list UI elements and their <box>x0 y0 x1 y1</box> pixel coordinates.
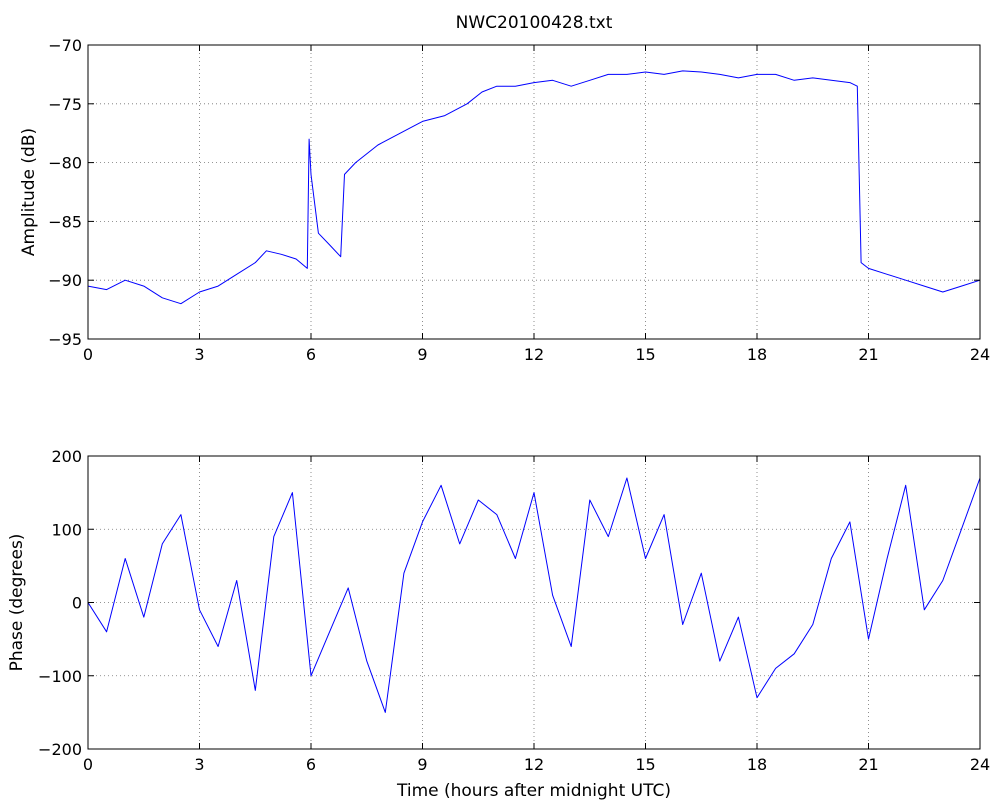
x-tick-label: 3 <box>194 345 204 364</box>
amplitude-ticks: 0 3 6 9 12 15 18 21 24 −95 −90 −85 −80 −75 −70 <box>48 36 990 364</box>
y-tick-label: −100 <box>38 667 82 686</box>
x-tick-label: 6 <box>306 345 316 364</box>
phase-panel: 0 3 6 9 12 15 18 21 24 −200 −100 0 100 200 Phase (deg… <box>7 447 990 801</box>
x-tick-label: 24 <box>970 755 990 774</box>
y-tick-label: 100 <box>51 520 82 539</box>
y-tick-label: −200 <box>38 740 82 759</box>
amplitude-panel: 0 3 6 9 12 15 18 21 24 −95 −90 −85 −80 −75 −70 NWC2010… <box>19 13 990 364</box>
phase-ticks: 0 3 6 9 12 15 18 21 24 −200 −100 0 100 200 <box>38 447 990 774</box>
x-tick-label: 24 <box>970 345 990 364</box>
x-tick-label: 15 <box>635 755 655 774</box>
y-tick-label: −90 <box>48 271 82 290</box>
amplitude-grid <box>88 45 980 339</box>
x-tick-label: 21 <box>858 345 878 364</box>
amplitude-trace <box>87 70 981 305</box>
y-tick-label: −70 <box>48 36 82 55</box>
y-tick-label: 0 <box>72 594 82 613</box>
x-tick-label: 18 <box>747 345 767 364</box>
y-tick-label: −95 <box>48 330 82 349</box>
phase-plot-frame <box>87 455 981 750</box>
x-tick-label: 6 <box>306 755 316 774</box>
y-tick-label: −80 <box>48 154 82 173</box>
x-tick-label: 0 <box>83 345 93 364</box>
phase-y-axis-title: Phase (degrees) <box>7 534 27 672</box>
y-tick-label: −85 <box>48 212 82 231</box>
phase-x-axis-title: Time (hours after midnight UTC) <box>396 781 671 801</box>
y-tick-label: −75 <box>48 95 82 114</box>
x-tick-label: 21 <box>858 755 878 774</box>
x-tick-label: 18 <box>747 755 767 774</box>
x-tick-label: 9 <box>417 345 427 364</box>
x-tick-label: 9 <box>417 755 427 774</box>
x-tick-label: 12 <box>524 345 544 364</box>
x-tick-label: 12 <box>524 755 544 774</box>
amplitude-y-axis-title: Amplitude (dB) <box>19 128 39 256</box>
y-tick-label: 200 <box>51 447 82 466</box>
phase-grid <box>88 456 980 749</box>
phase-trace <box>87 477 981 713</box>
x-tick-label: 0 <box>83 755 93 774</box>
x-tick-label: 15 <box>635 345 655 364</box>
amplitude-plot-title: NWC20100428.txt <box>456 13 613 33</box>
x-tick-label: 3 <box>194 755 204 774</box>
